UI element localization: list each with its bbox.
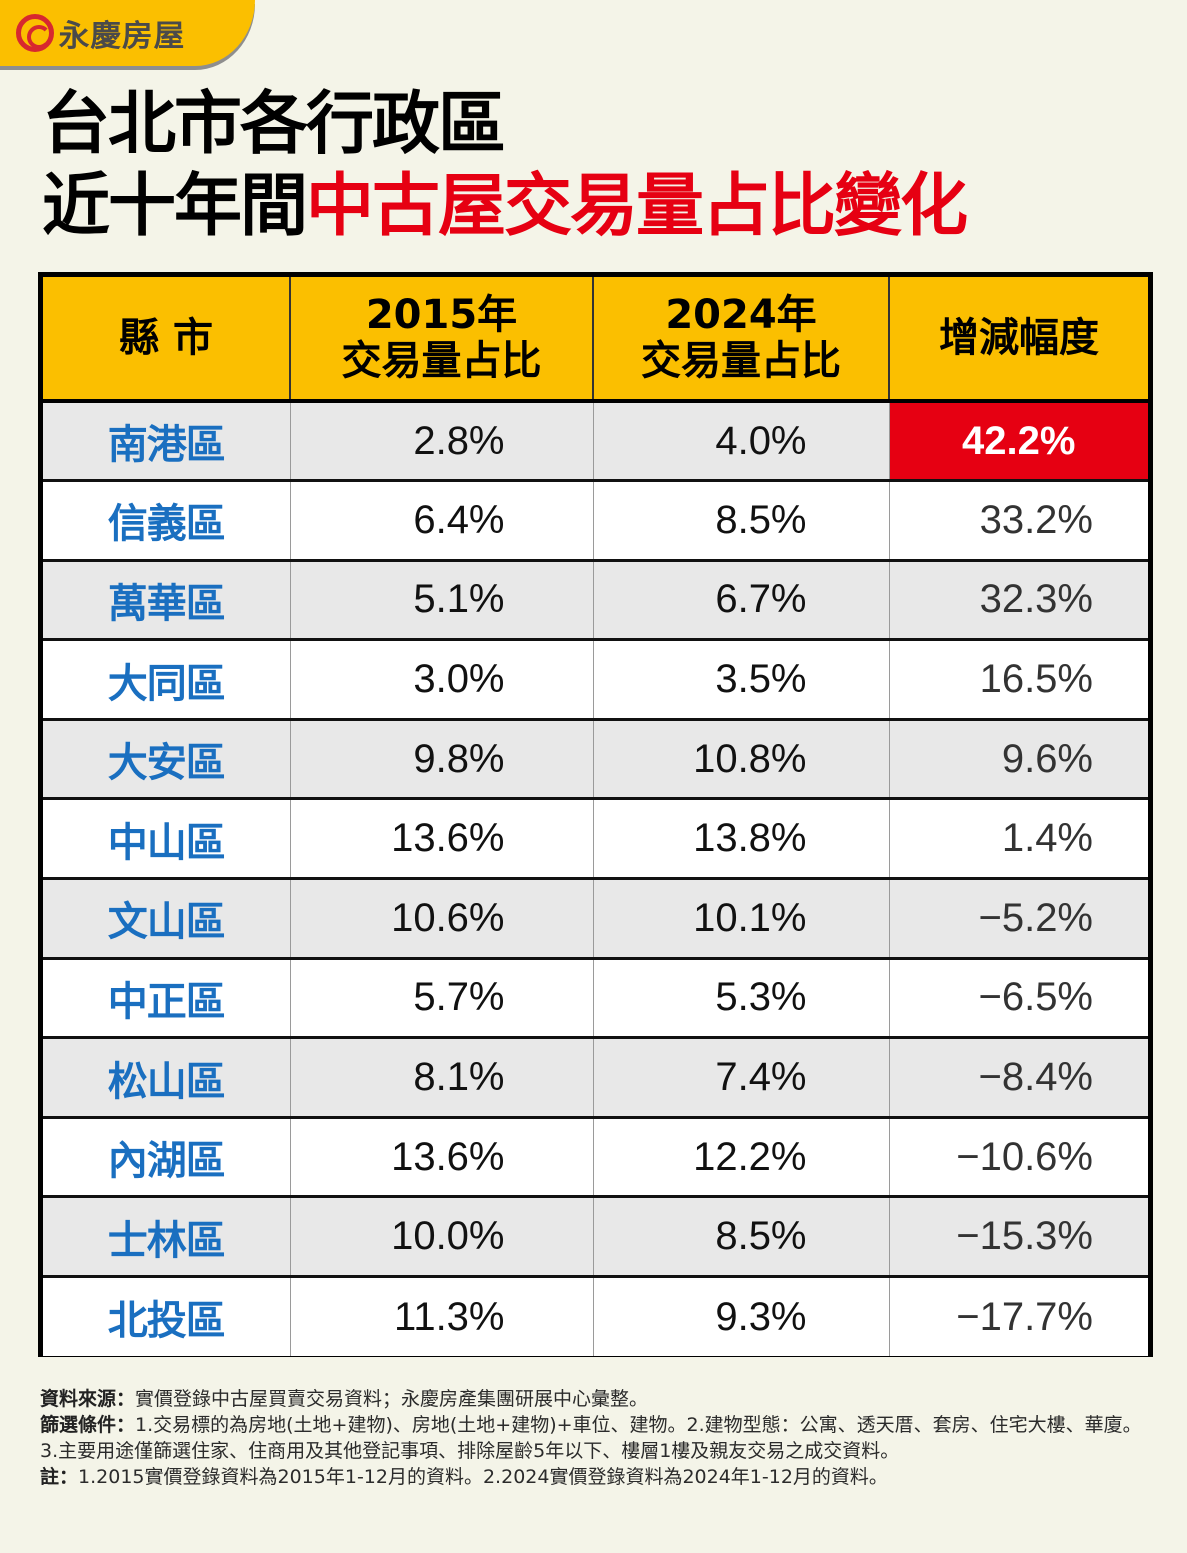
header-2024: 2024年 交易量占比 bbox=[593, 277, 890, 403]
district-cell: 中正區 bbox=[43, 958, 291, 1040]
value-2024-cell: 5.3% bbox=[593, 958, 890, 1040]
change-cell: 33.2% bbox=[889, 480, 1148, 562]
brand-logo: 永慶房屋 bbox=[0, 0, 255, 66]
change-cell: 16.5% bbox=[889, 639, 1148, 721]
value-2015-cell: 5.1% bbox=[290, 560, 594, 642]
table-row: 中正區 5.7% 5.3% −6.5% bbox=[43, 958, 1148, 1040]
note-filter: 篩選條件：1.交易標的為房地(土地+建物)、房地(土地+建物)+車位、建物。2.… bbox=[40, 1414, 1142, 1462]
brand-name: 永慶房屋 bbox=[58, 19, 186, 54]
value-2015-cell: 3.0% bbox=[290, 639, 594, 721]
district-cell: 松山區 bbox=[43, 1037, 291, 1119]
header-change: 增減幅度 bbox=[889, 277, 1148, 403]
change-cell: 32.3% bbox=[889, 560, 1148, 642]
note-source: 資料來源：實價登錄中古屋買賣交易資料；永慶房產集團研展中心彙整。 bbox=[40, 1388, 649, 1410]
table-row: 北投區 11.3% 9.3% −17.7% bbox=[43, 1276, 1148, 1357]
value-2024-cell: 8.5% bbox=[593, 1196, 890, 1279]
value-2024-cell: 7.4% bbox=[593, 1037, 890, 1119]
value-2024-cell: 4.0% bbox=[593, 401, 890, 483]
district-cell: 大安區 bbox=[43, 719, 291, 801]
value-2024-cell: 6.7% bbox=[593, 560, 890, 642]
district-cell: 大同區 bbox=[43, 639, 291, 721]
district-cell: 文山區 bbox=[43, 878, 291, 960]
title-line-2-highlight: 中古屋交易量占比變化 bbox=[306, 167, 968, 246]
value-2024-cell: 10.8% bbox=[593, 719, 890, 801]
title-line-1: 台北市各行政區 bbox=[42, 85, 506, 164]
value-2015-cell: 13.6% bbox=[290, 1117, 594, 1199]
value-2024-cell: 13.8% bbox=[593, 798, 890, 881]
table-row: 松山區 8.1% 7.4% −8.4% bbox=[43, 1037, 1148, 1119]
value-2015-cell: 13.6% bbox=[290, 798, 594, 881]
value-2015-cell: 6.4% bbox=[290, 480, 594, 562]
table-row: 信義區 6.4% 8.5% 33.2% bbox=[43, 480, 1148, 562]
table-header-row: 縣 市 2015年 交易量占比 2024年 交易量占比 增減幅度 bbox=[43, 277, 1148, 403]
district-cell: 信義區 bbox=[43, 480, 291, 562]
value-2024-cell: 8.5% bbox=[593, 480, 890, 562]
change-cell: −5.2% bbox=[889, 878, 1148, 960]
note-remark: 註：1.2015實價登錄資料為2015年1-12月的資料。2.2024實價登錄資… bbox=[40, 1466, 888, 1488]
table-row: 南港區 2.8% 4.0% 42.2% bbox=[43, 401, 1148, 483]
value-2024-cell: 9.3% bbox=[593, 1276, 890, 1357]
table-row: 士林區 10.0% 8.5% −15.3% bbox=[43, 1196, 1148, 1279]
table-row: 中山區 13.6% 13.8% 1.4% bbox=[43, 798, 1148, 881]
district-cell: 南港區 bbox=[43, 401, 291, 483]
value-2015-cell: 8.1% bbox=[290, 1037, 594, 1119]
change-cell: −8.4% bbox=[889, 1037, 1148, 1119]
change-cell: 9.6% bbox=[889, 719, 1148, 801]
header-2015: 2015年 交易量占比 bbox=[290, 277, 594, 403]
district-cell: 萬華區 bbox=[43, 560, 291, 642]
title-line-2: 近十年間中古屋交易量占比變化 bbox=[42, 166, 968, 248]
value-2015-cell: 11.3% bbox=[290, 1276, 594, 1357]
change-cell: 1.4% bbox=[889, 798, 1148, 881]
title-line-2-prefix: 近十年間 bbox=[42, 167, 308, 246]
table-row: 文山區 10.6% 10.1% −5.2% bbox=[43, 878, 1148, 960]
district-cell: 士林區 bbox=[43, 1196, 291, 1279]
district-cell: 內湖區 bbox=[43, 1117, 291, 1199]
page-title: 台北市各行政區 近十年間中古屋交易量占比變化 bbox=[42, 84, 968, 248]
change-cell: 42.2% bbox=[889, 401, 1148, 483]
change-cell: −17.7% bbox=[889, 1276, 1148, 1357]
change-cell: −10.6% bbox=[889, 1117, 1148, 1199]
table-row: 大同區 3.0% 3.5% 16.5% bbox=[43, 639, 1148, 721]
value-2015-cell: 10.0% bbox=[290, 1196, 594, 1279]
data-table: 縣 市 2015年 交易量占比 2024年 交易量占比 增減幅度 南港區 2.8% 4.… bbox=[38, 272, 1153, 1357]
value-2015-cell: 5.7% bbox=[290, 958, 594, 1040]
value-2024-cell: 3.5% bbox=[593, 639, 890, 721]
change-cell: −15.3% bbox=[889, 1196, 1148, 1279]
change-cell: −6.5% bbox=[889, 958, 1148, 1040]
value-2015-cell: 9.8% bbox=[290, 719, 594, 801]
table-row: 內湖區 13.6% 12.2% −10.6% bbox=[43, 1117, 1148, 1199]
yungching-swirl-icon bbox=[16, 14, 54, 52]
district-cell: 中山區 bbox=[43, 798, 291, 881]
value-2015-cell: 10.6% bbox=[290, 878, 594, 960]
header-district: 縣 市 bbox=[43, 277, 291, 403]
value-2015-cell: 2.8% bbox=[290, 401, 594, 483]
footnotes: 資料來源：實價登錄中古屋買賣交易資料；永慶房產集團研展中心彙整。 篩選條件：1.… bbox=[40, 1386, 1150, 1490]
district-cell: 北投區 bbox=[43, 1276, 291, 1357]
table-row: 萬華區 5.1% 6.7% 32.3% bbox=[43, 560, 1148, 642]
value-2024-cell: 10.1% bbox=[593, 878, 890, 960]
value-2024-cell: 12.2% bbox=[593, 1117, 890, 1199]
table-row: 大安區 9.8% 10.8% 9.6% bbox=[43, 719, 1148, 801]
